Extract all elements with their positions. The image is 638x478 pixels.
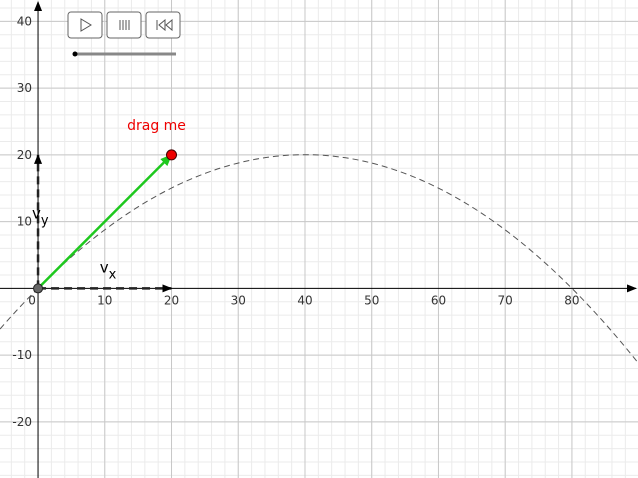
- x-tick-label: 80: [564, 293, 579, 307]
- vector-y-label-base: v: [32, 205, 41, 223]
- trajectory: [0, 154, 638, 363]
- velocity-vector: [37, 153, 173, 290]
- animation-controls: [67, 11, 181, 57]
- vector-x-label-subscript: x: [109, 267, 117, 282]
- x-tick-label: 10: [97, 293, 112, 307]
- vector-y-label: vy: [32, 205, 49, 229]
- x-tick-label: 0: [28, 293, 36, 307]
- play-icon: [80, 18, 92, 32]
- x-tick-label: 30: [231, 293, 246, 307]
- pause-button[interactable]: [106, 11, 142, 39]
- x-tick-label: 20: [164, 293, 179, 307]
- origin-point: [33, 283, 44, 294]
- y-tick-label: -20: [12, 415, 32, 429]
- x-tick-label: 50: [364, 293, 379, 307]
- y-tick-label: -10: [12, 348, 32, 362]
- y-tick-label: 10: [17, 215, 32, 229]
- y-tick-label: 20: [17, 148, 32, 162]
- drag-point[interactable]: [166, 149, 178, 161]
- pause-icon: [119, 20, 130, 30]
- vector-x-label: vx: [100, 258, 117, 282]
- slider-knob[interactable]: [72, 51, 78, 57]
- y-tick-label: 30: [17, 81, 32, 95]
- x-tick-label: 70: [498, 293, 513, 307]
- y-tick-label: 40: [17, 14, 32, 28]
- vector-x-label-base: v: [100, 258, 109, 276]
- vector-y-label-subscript: y: [41, 214, 49, 229]
- reset-icon: [156, 18, 173, 32]
- x-tick-label: 60: [431, 293, 446, 307]
- reset-button[interactable]: [145, 11, 181, 39]
- x-tick-label: 40: [297, 293, 312, 307]
- play-button[interactable]: [67, 11, 103, 39]
- point-label: drag me: [127, 118, 186, 134]
